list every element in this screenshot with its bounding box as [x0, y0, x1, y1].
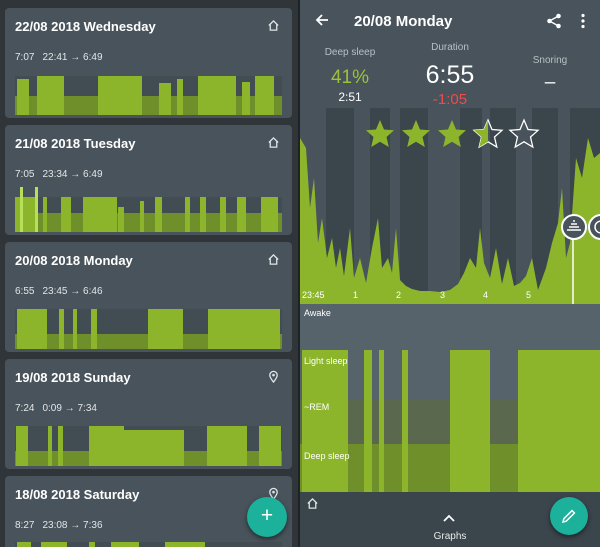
- plus-icon: +: [260, 504, 274, 527]
- time-axis-label: 4: [483, 290, 489, 300]
- alarm-marker-icon: [561, 214, 587, 240]
- record-time-range: 23:08 → 7:36: [42, 520, 103, 531]
- detail-title: 20/08 Monday: [354, 13, 453, 30]
- stage-label: Light sleep: [304, 356, 348, 366]
- edit-record-button[interactable]: [550, 497, 588, 535]
- deep-sleep-time: 2:51: [338, 90, 362, 104]
- record-date: 18/08 2018 Saturday: [15, 487, 140, 502]
- sleep-record-card[interactable]: 21/08 2018 Tuesday 7:05 23:34 → 6:49: [5, 125, 292, 235]
- snoring-label: Snoring: [532, 55, 568, 66]
- sleep-record-card[interactable]: 20/08 2018 Monday 6:55 23:45 → 6:46: [5, 242, 292, 352]
- home-icon: [268, 253, 279, 265]
- record-date: 19/08 2018 Sunday: [15, 370, 131, 385]
- sleep-record-card[interactable]: 18/08 2018 Saturday 8:27 23:08 → 7:36: [5, 476, 292, 547]
- pane-divider: [298, 0, 300, 547]
- hypnogram-chart: [300, 304, 600, 492]
- graphs-toggle[interactable]: Graphs: [433, 531, 467, 542]
- time-axis-label: 23:45: [302, 290, 325, 300]
- pencil-icon: [561, 509, 576, 524]
- home-icon: [268, 19, 279, 31]
- deep-sleep-label: Deep sleep: [324, 47, 376, 58]
- time-axis-label: 2: [396, 290, 402, 300]
- add-record-button[interactable]: +: [247, 497, 287, 537]
- record-duration: 8:27: [15, 520, 35, 531]
- time-axis-label: 1: [353, 290, 359, 300]
- share-icon[interactable]: [546, 13, 562, 29]
- sleep-rating-stars[interactable]: [364, 118, 544, 150]
- record-duration: 7:07: [15, 52, 35, 63]
- record-sleep-graph: [15, 542, 282, 547]
- record-time-range: 0:09 → 7:34: [42, 403, 97, 414]
- sleep-record-card[interactable]: 22/08 2018 Wednesday 7:07 22:41 → 6:49: [5, 8, 292, 118]
- home-icon: [307, 497, 318, 509]
- duration-delta: -1:05: [432, 91, 468, 108]
- record-sleep-graph: [15, 309, 282, 349]
- location-pin-icon: [269, 370, 278, 383]
- stage-label: Awake: [304, 308, 331, 318]
- sleep-records-list: 22/08 2018 Wednesday 7:07 22:41 → 6:49 21…: [0, 0, 298, 547]
- more-options-icon[interactable]: [580, 13, 586, 29]
- detail-toolbar: 20/08 Monday: [300, 0, 600, 44]
- record-date: 20/08 2018 Monday: [15, 253, 133, 268]
- chevron-up-icon[interactable]: [443, 514, 455, 522]
- record-duration: 6:55: [15, 286, 35, 297]
- location-pin-icon: [269, 487, 278, 500]
- record-time-range: 23:34 → 6:49: [42, 169, 103, 180]
- empty-star-icon: [508, 118, 540, 149]
- record-sleep-graph: [15, 426, 282, 466]
- record-duration: 7:05: [15, 169, 35, 180]
- sleep-record-card[interactable]: 19/08 2018 Sunday 7:24 0:09 → 7:34: [5, 359, 292, 469]
- snoring-value: –: [544, 72, 556, 93]
- star-icon: [366, 120, 394, 147]
- home-icon: [268, 136, 279, 148]
- star-icon: [438, 120, 466, 147]
- star-icon: [402, 120, 430, 147]
- record-date: 21/08 2018 Tuesday: [15, 136, 136, 151]
- back-arrow-icon[interactable]: [314, 12, 330, 28]
- record-date: 22/08 2018 Wednesday: [15, 19, 156, 34]
- stage-label: ~REM: [304, 402, 330, 412]
- record-sleep-graph: [15, 187, 282, 232]
- deep-sleep-percent: 41%: [330, 67, 370, 88]
- duration-label: Duration: [431, 42, 469, 53]
- time-axis-label: 3: [440, 290, 446, 300]
- record-duration: 7:24: [15, 403, 35, 414]
- duration-value: 6:55: [425, 61, 475, 89]
- record-time-range: 23:45 → 6:46: [42, 286, 103, 297]
- record-sleep-graph: [15, 76, 282, 115]
- time-axis-label: 5: [526, 290, 532, 300]
- clock-marker-icon: [588, 214, 600, 240]
- stage-label: Deep sleep: [304, 451, 350, 461]
- sleep-detail-pane: 20/08 Monday Deep sleep 41% 2:51 Duratio…: [300, 0, 600, 547]
- record-time-range: 22:41 → 6:49: [42, 52, 103, 63]
